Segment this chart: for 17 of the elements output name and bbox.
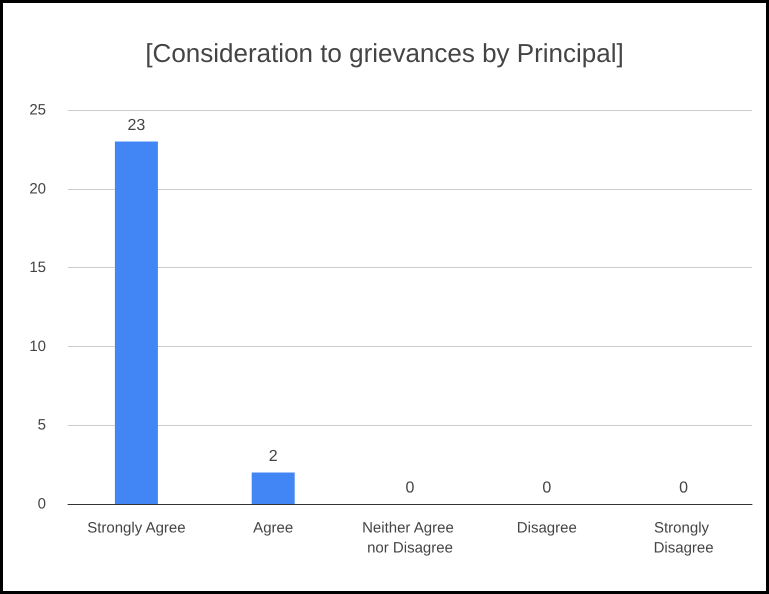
x-tick-label: Strongly Disagree bbox=[654, 520, 714, 556]
chart-title: [Consideration to grievances by Principal] bbox=[145, 38, 624, 68]
data-label: 0 bbox=[542, 480, 552, 496]
x-tick-label: Disagree bbox=[516, 520, 577, 536]
y-tick-label: 0 bbox=[38, 496, 46, 512]
data-label: 2 bbox=[268, 448, 278, 465]
x-tick-label: Agree bbox=[253, 520, 294, 536]
y-tick-label: 15 bbox=[29, 259, 46, 276]
x-tick-label: Strongly Agree bbox=[87, 520, 186, 536]
y-tick-label: 10 bbox=[29, 338, 46, 355]
data-label: 23 bbox=[128, 117, 146, 134]
y-tick-label: 20 bbox=[29, 180, 46, 198]
data-label: 0 bbox=[406, 480, 415, 496]
y-tick-label: 25 bbox=[29, 102, 46, 118]
data-label: 0 bbox=[679, 480, 688, 496]
y-tick-label: 5 bbox=[38, 416, 46, 434]
x-tick-label: Neither Agree nor Disagree bbox=[362, 520, 458, 556]
